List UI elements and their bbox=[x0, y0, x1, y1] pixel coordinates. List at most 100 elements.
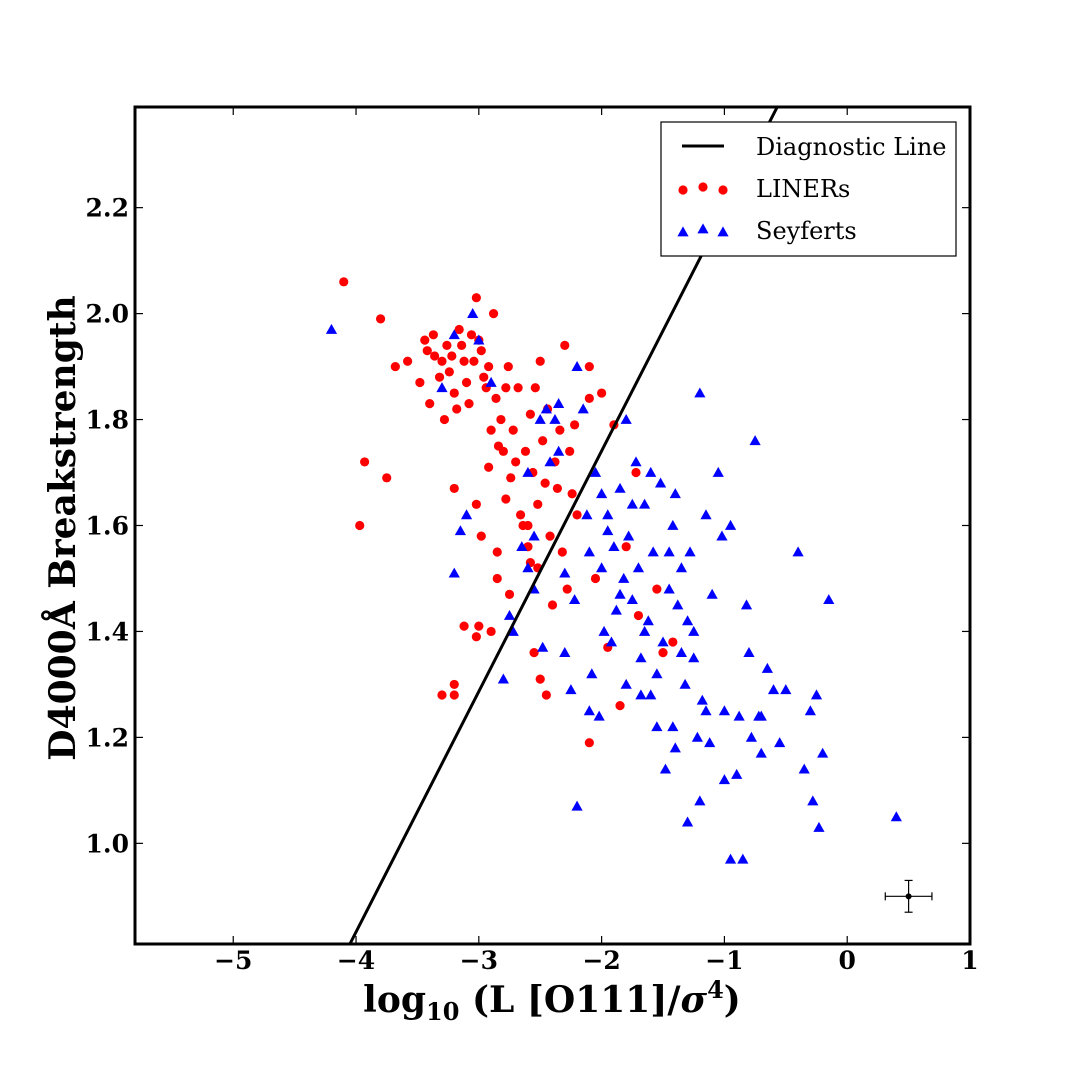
seyfert-point bbox=[712, 466, 724, 477]
seyfert-point bbox=[577, 403, 589, 414]
seyfert-point bbox=[553, 445, 565, 456]
seyfert-point bbox=[774, 737, 786, 748]
liner-point bbox=[437, 690, 447, 700]
liner-point bbox=[434, 372, 445, 382]
x-tick-label: −4 bbox=[337, 946, 375, 975]
legend-seyfert-marker bbox=[717, 226, 729, 237]
seyfert-point bbox=[507, 625, 519, 636]
liner-point bbox=[535, 356, 545, 366]
legend-label-liners: LINERs bbox=[756, 175, 850, 203]
liner-point bbox=[484, 462, 494, 472]
seyfert-point bbox=[602, 509, 614, 520]
seyfert-point bbox=[761, 662, 773, 673]
seyfert-point bbox=[817, 747, 829, 758]
seyfert-point bbox=[663, 546, 675, 557]
seyfert-point bbox=[798, 763, 810, 774]
seyfert-point bbox=[605, 636, 618, 647]
seyfert-point bbox=[675, 562, 688, 573]
liner-point bbox=[590, 573, 601, 584]
legend-box bbox=[660, 121, 957, 257]
seyfert-point bbox=[497, 673, 509, 684]
seyfert-point bbox=[647, 546, 659, 557]
seyfert-point bbox=[620, 678, 632, 689]
liner-point bbox=[444, 367, 454, 377]
legend: Diagnostic Line LINERs Seyferts bbox=[660, 121, 957, 257]
seyfert-point bbox=[694, 387, 706, 398]
seyfert-point bbox=[522, 466, 534, 477]
seyfert-point bbox=[503, 609, 516, 620]
seyfert-point bbox=[623, 530, 635, 541]
seyfert-point bbox=[691, 731, 703, 742]
liner-point bbox=[557, 547, 567, 557]
seyfert-point bbox=[745, 731, 758, 742]
seyfert-point bbox=[571, 800, 583, 811]
seyfert-point bbox=[534, 413, 546, 424]
seyfert-point bbox=[749, 435, 761, 446]
liner-point bbox=[459, 621, 469, 631]
liner-point bbox=[633, 610, 644, 621]
seyfert-point bbox=[672, 599, 684, 610]
x-tick-label: 1 bbox=[961, 946, 978, 975]
liner-point bbox=[382, 473, 392, 483]
liner-point bbox=[562, 584, 572, 594]
liner-point bbox=[439, 414, 450, 425]
liner-point bbox=[461, 377, 472, 388]
liner-point bbox=[520, 446, 531, 456]
seyfert-point bbox=[467, 308, 479, 318]
x-axis-title: log10 (L [O111]/σ4) bbox=[363, 975, 741, 1026]
liner-point bbox=[584, 738, 594, 748]
liner-point bbox=[621, 542, 631, 552]
seyfert-point bbox=[610, 604, 622, 615]
liner-point bbox=[403, 356, 413, 366]
x-tick-label: −2 bbox=[582, 946, 620, 975]
liner-point bbox=[615, 701, 625, 711]
liner-point bbox=[415, 377, 425, 388]
seyfert-point bbox=[620, 413, 632, 424]
series-seyferts bbox=[325, 308, 902, 864]
seyfert-point bbox=[581, 509, 593, 520]
legend-seyferts-swatch bbox=[677, 223, 729, 237]
x-axis-title-base: log bbox=[363, 979, 426, 1021]
seyfert-point bbox=[755, 747, 767, 758]
legend-label-diagnostic-line: Diagnostic Line bbox=[756, 133, 946, 161]
seyfert-point bbox=[792, 546, 804, 557]
seyfert-point bbox=[635, 652, 647, 663]
legend-liner-marker bbox=[678, 185, 688, 195]
liner-point bbox=[476, 346, 486, 356]
seyfert-point bbox=[565, 684, 577, 695]
liner-point bbox=[560, 340, 570, 350]
seyfert-point bbox=[669, 488, 681, 499]
liner-point bbox=[501, 383, 511, 393]
liner-point bbox=[529, 648, 539, 658]
x-axis-title-end: ) bbox=[724, 979, 741, 1021]
liner-point bbox=[584, 393, 594, 403]
liner-point bbox=[355, 520, 365, 531]
x-tick-label: −5 bbox=[214, 946, 252, 975]
y-axis-title: D4000Å Breakstrength bbox=[42, 295, 84, 760]
seyfert-point bbox=[696, 694, 708, 705]
seyfert-point bbox=[454, 525, 467, 536]
liner-point bbox=[545, 531, 555, 541]
seyfert-point bbox=[553, 398, 565, 409]
seyfert-point bbox=[537, 641, 549, 652]
liner-point bbox=[375, 314, 386, 324]
seyfert-point bbox=[700, 705, 712, 716]
liner-point bbox=[540, 478, 550, 488]
seyfert-point bbox=[669, 742, 681, 753]
y-tick-label: 1.6 bbox=[86, 512, 130, 541]
liner-point bbox=[555, 425, 565, 435]
liner-point bbox=[464, 399, 474, 409]
seyfert-point bbox=[890, 811, 902, 822]
seyfert-point bbox=[667, 721, 679, 732]
liner-point bbox=[511, 457, 521, 467]
seyfert-point bbox=[704, 737, 716, 748]
seyfert-point bbox=[780, 684, 792, 695]
liner-point bbox=[513, 383, 523, 393]
liner-point bbox=[492, 547, 502, 557]
liner-point bbox=[476, 531, 486, 541]
seyfert-point bbox=[654, 477, 667, 488]
seyfert-point bbox=[516, 541, 528, 552]
seyfert-point bbox=[596, 488, 608, 499]
liner-point bbox=[668, 637, 678, 647]
liner-point bbox=[541, 690, 551, 700]
